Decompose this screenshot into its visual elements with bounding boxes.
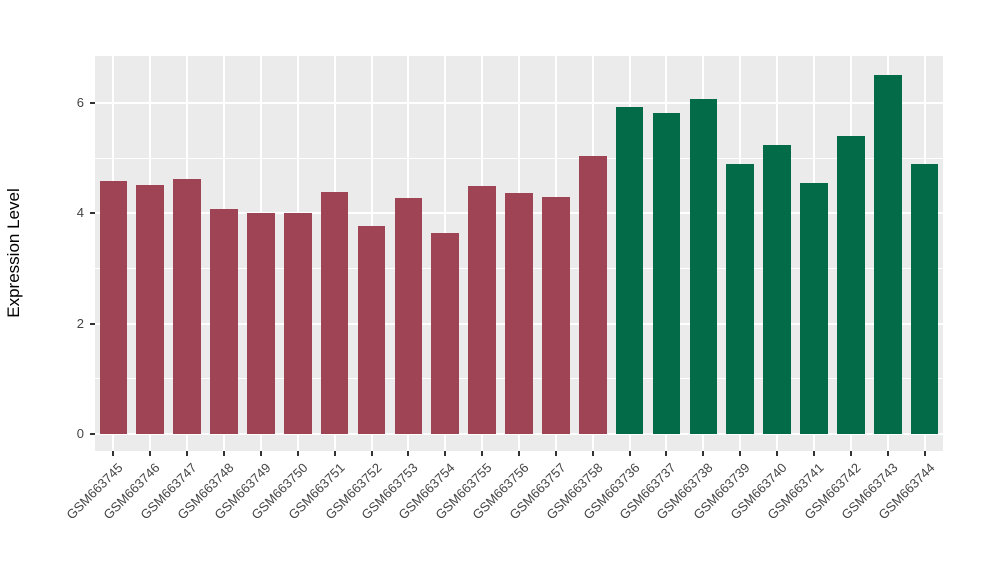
x-tick-mark (849, 451, 852, 456)
x-tick-mark (518, 451, 520, 456)
plot-panel (95, 56, 943, 451)
y-tick-mark (90, 433, 95, 435)
bar-GSM663756 (505, 193, 533, 434)
x-tick-mark (739, 451, 742, 456)
y-tick-mark (90, 212, 95, 215)
bar-GSM663754 (431, 232, 460, 434)
x-tick-mark (296, 451, 299, 456)
bar-GSM663744 (910, 164, 939, 434)
y-tick-mark (90, 322, 95, 325)
bar-GSM663742 (837, 135, 865, 434)
bar-GSM663740 (763, 144, 791, 434)
x-tick-mark (554, 451, 557, 456)
bar-GSM663736 (615, 106, 644, 434)
x-tick-mark (186, 451, 189, 456)
x-tick-mark (776, 451, 779, 456)
bar-GSM663745 (99, 181, 128, 434)
y-tick-label-6: 6 (76, 94, 84, 110)
x-tick-mark (112, 451, 115, 456)
x-tick-mark (481, 451, 484, 456)
x-tick-mark (333, 451, 336, 456)
bar-GSM663752 (357, 225, 386, 434)
bar-GSM663737 (652, 113, 681, 434)
bar-GSM663739 (726, 163, 755, 434)
bar-GSM663747 (173, 178, 201, 434)
bar-GSM663748 (210, 208, 238, 434)
x-tick-mark (665, 451, 668, 456)
x-tick-mark (407, 451, 410, 456)
x-tick-mark (923, 451, 926, 456)
x-tick-mark (223, 451, 226, 456)
bar-GSM663746 (136, 184, 165, 434)
x-tick-mark (259, 451, 262, 456)
bar-GSM663757 (542, 196, 570, 434)
x-tick-mark (886, 451, 889, 456)
bar-GSM663753 (394, 198, 423, 434)
x-tick-mark (628, 451, 631, 456)
y-tick-mark (90, 101, 95, 104)
bar-GSM663750 (283, 212, 312, 434)
y-tick-label-0: 0 (76, 426, 84, 441)
x-tick-mark (370, 451, 373, 456)
x-tick-mark (702, 451, 705, 456)
y-tick-label-4: 4 (76, 205, 84, 221)
bar-GSM663738 (689, 98, 718, 434)
x-tick-mark (591, 451, 594, 456)
bar-GSM663755 (468, 185, 496, 434)
bar-GSM663758 (578, 156, 607, 434)
y-tick-label-2: 2 (76, 315, 84, 331)
bar-GSM663743 (873, 75, 902, 434)
y-axis-title: Expression Level (4, 188, 23, 318)
bar-GSM663741 (800, 182, 828, 434)
bar-GSM663749 (247, 212, 275, 434)
x-tick-mark (149, 451, 152, 456)
x-tick-mark (444, 451, 447, 456)
bar-GSM663751 (320, 191, 349, 434)
x-tick-mark (812, 451, 815, 456)
